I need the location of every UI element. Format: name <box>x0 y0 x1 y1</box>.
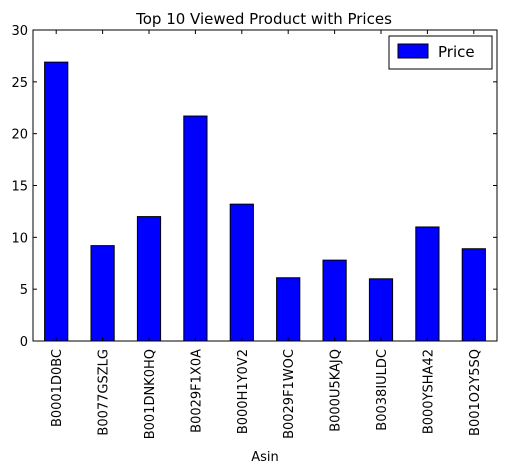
x-tick-label: B0001D0BC <box>50 349 65 427</box>
x-axis-label: Asin <box>251 450 279 465</box>
y-tick-label: 5 <box>20 283 28 298</box>
chart-title: Top 10 Viewed Product with Prices <box>135 10 392 28</box>
x-tick-label: B000YSHA42 <box>421 349 436 434</box>
bar-B000H1Y0V2 <box>229 203 254 342</box>
y-tick-label: 30 <box>11 24 28 39</box>
bar-B0077GSZLG <box>90 245 115 342</box>
y-tick-label: 15 <box>11 180 28 195</box>
y-tick-label: 20 <box>11 128 28 143</box>
y-tick-label: 0 <box>20 335 28 350</box>
x-tick-label: B0029F1WOC <box>282 349 297 439</box>
bar-B000U5KAJQ <box>322 259 347 342</box>
x-tick-label: B001O2Y5SQ <box>468 349 483 436</box>
x-tick-label: B000U5KAJQ <box>329 349 344 432</box>
bar-B0029F1WOC <box>276 277 301 342</box>
y-axis: 0 5 10 15 20 25 30 <box>11 24 497 350</box>
x-axis: B0001D0BC B0077GSZLG B001DNK0HQ B0029F1X0A B… <box>50 30 483 439</box>
x-tick-label: B001DNK0HQ <box>143 349 158 439</box>
legend: Price <box>388 35 493 70</box>
bar-B001DNK0HQ <box>136 216 162 342</box>
x-tick-label: B0077GSZLG <box>97 349 112 436</box>
bar-B000YSHA42 <box>415 226 440 342</box>
bar-B001O2Y5SQ <box>461 248 486 342</box>
x-tick-label: B000H1Y0V2 <box>236 349 251 434</box>
bar-B0001D0BC <box>44 61 69 342</box>
bar-B0038IULDC <box>368 278 394 342</box>
x-tick-label: B0038IULDC <box>375 349 390 431</box>
x-tick-label: B0029F1X0A <box>189 349 204 433</box>
y-tick-label: 25 <box>11 76 28 91</box>
legend-swatch <box>397 43 429 59</box>
bar-B0029F1X0A <box>183 115 208 342</box>
legend-label-price: Price <box>438 43 475 61</box>
bars-group <box>44 61 486 342</box>
y-tick-label: 10 <box>11 231 28 246</box>
